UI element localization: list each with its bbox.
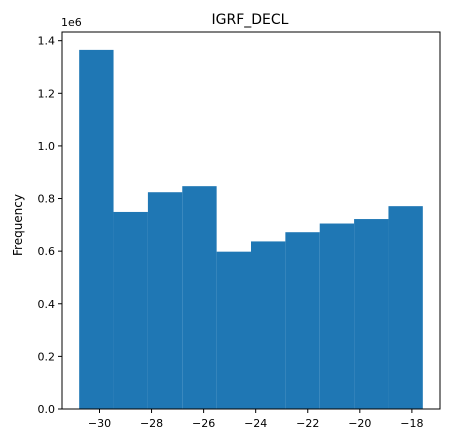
x-tick-label: −20	[348, 417, 371, 430]
histogram-bar	[388, 206, 423, 409]
histogram-bar	[113, 211, 148, 409]
y-tick-label: 1.4	[38, 35, 56, 48]
x-axis-ticks: −30 −28 −26 −24 −22 −20 −18	[88, 409, 423, 430]
x-tick-label: −24	[244, 417, 267, 430]
y-tick-label: 1.0	[38, 140, 56, 153]
bars-group	[79, 49, 423, 409]
x-tick-label: −18	[400, 417, 423, 430]
y-tick-label: 1.2	[38, 87, 56, 100]
chart-title: IGRF_DECL	[212, 12, 289, 28]
histogram-bar	[354, 219, 389, 409]
histogram-bar	[285, 232, 320, 409]
y-tick-label: 0.4	[38, 298, 56, 311]
y-axis-ticks: 0.0 0.2 0.4 0.6 0.8 1.0 1.2 1.4	[38, 35, 62, 416]
y-tick-label: 0.2	[38, 350, 56, 363]
histogram-bar	[251, 241, 286, 409]
y-tick-label: 0.6	[38, 245, 56, 258]
histogram-bar	[147, 192, 183, 409]
y-tick-label: 0.0	[38, 403, 56, 416]
x-tick-label: −28	[140, 417, 163, 430]
x-tick-label: −22	[296, 417, 319, 430]
y-tick-label: 0.8	[38, 193, 56, 206]
histogram-bar	[216, 251, 251, 409]
plot-frame	[61, 31, 441, 410]
histogram-bar	[182, 186, 217, 409]
histogram-bar	[79, 49, 114, 409]
x-tick-label: −26	[192, 417, 215, 430]
y-axis-label: Frequency	[11, 194, 25, 256]
y-offset-label: 1e6	[61, 16, 82, 29]
histogram-bar	[319, 223, 355, 409]
x-tick-label: −30	[88, 417, 111, 430]
